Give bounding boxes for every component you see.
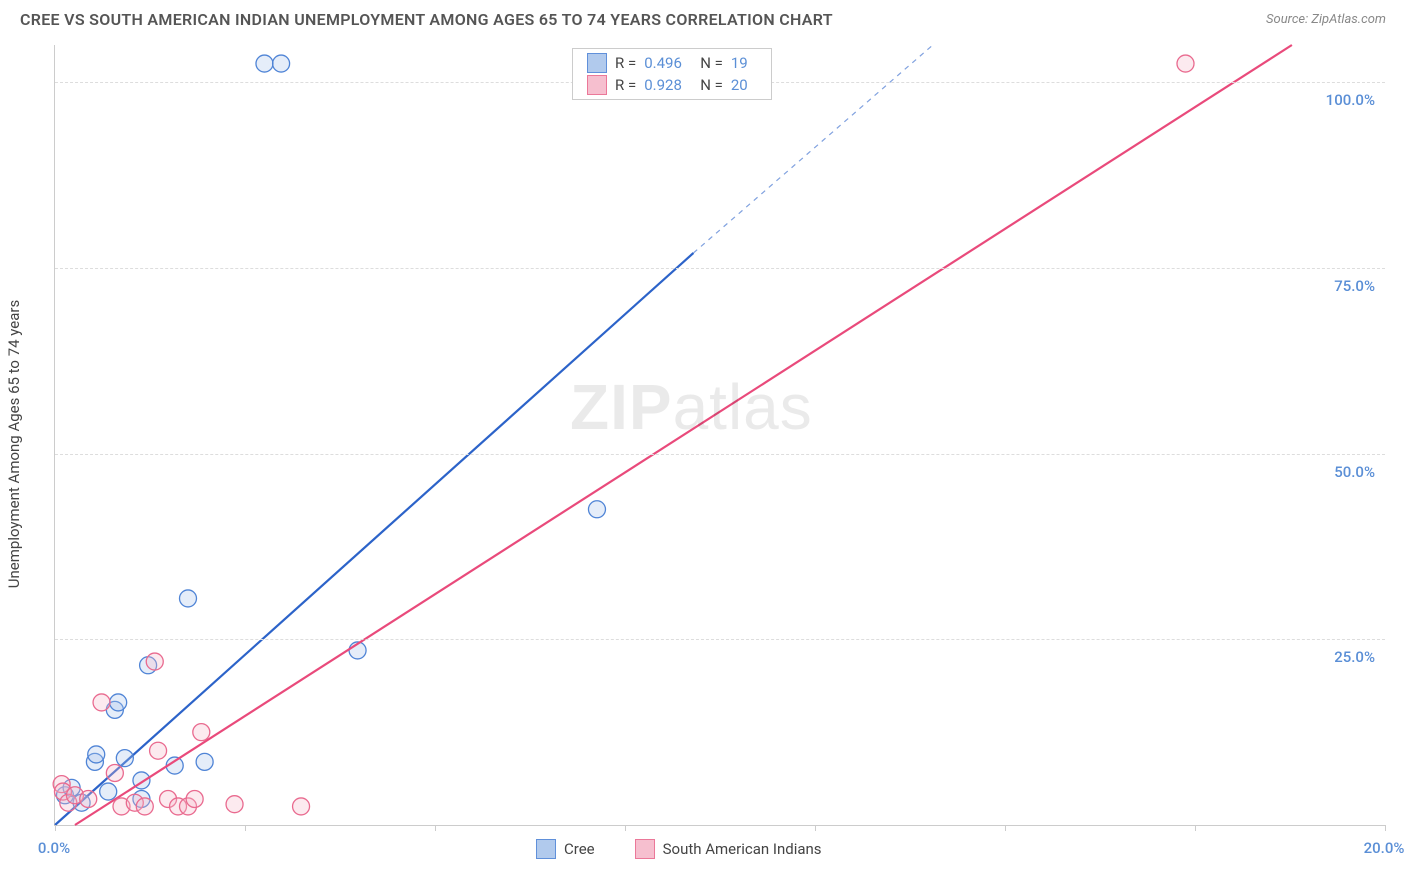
data-point — [93, 694, 110, 711]
y-tick-label: 100.0% — [1326, 91, 1375, 109]
x-tick — [1385, 825, 1386, 831]
legend-n-label: N = — [700, 76, 723, 94]
legend-swatch-icon — [536, 839, 556, 859]
data-point — [106, 765, 123, 782]
x-tick — [245, 825, 246, 831]
data-point — [146, 653, 163, 670]
legend-row: R = 0.928 N = 20 — [587, 74, 757, 96]
y-tick-label: 75.0% — [1334, 277, 1375, 295]
x-tick-label: 20.0% — [1364, 839, 1405, 857]
chart-title: CREE VS SOUTH AMERICAN INDIAN UNEMPLOYME… — [20, 10, 833, 29]
legend-series-item: South American Indians — [635, 839, 822, 859]
gridline — [55, 268, 1385, 269]
legend-series: Cree South American Indians — [536, 839, 822, 859]
data-point — [256, 55, 273, 72]
data-point — [1177, 55, 1194, 72]
x-tick — [55, 825, 56, 831]
data-point — [588, 501, 605, 518]
data-point — [226, 796, 243, 813]
x-tick-label: 0.0% — [38, 839, 70, 857]
data-point — [136, 798, 153, 815]
legend-n-value: 20 — [731, 76, 757, 94]
legend-series-label: South American Indians — [663, 840, 822, 858]
chart-svg — [55, 45, 1385, 825]
data-point — [80, 791, 97, 808]
legend-r-value: 0.496 — [644, 54, 692, 72]
legend-n-label: N = — [700, 54, 723, 72]
data-point — [196, 753, 213, 770]
x-tick — [1005, 825, 1006, 831]
x-tick — [815, 825, 816, 831]
legend-r-label: R = — [615, 76, 636, 94]
data-point — [293, 798, 310, 815]
legend-r-label: R = — [615, 54, 636, 72]
legend-correlation: R = 0.496 N = 19 R = 0.928 N = 20 — [572, 48, 772, 100]
data-point — [186, 791, 203, 808]
data-point — [116, 750, 133, 767]
data-point — [193, 724, 210, 741]
source-label: Source: ZipAtlas.com — [1266, 12, 1386, 27]
x-tick — [625, 825, 626, 831]
legend-series-label: Cree — [564, 840, 595, 858]
legend-series-item: Cree — [536, 839, 595, 859]
gridline — [55, 454, 1385, 455]
legend-swatch-icon — [635, 839, 655, 859]
x-tick — [435, 825, 436, 831]
y-tick-label: 25.0% — [1334, 648, 1375, 666]
data-point — [110, 694, 127, 711]
gridline — [55, 639, 1385, 640]
data-point — [150, 742, 167, 759]
legend-n-value: 19 — [731, 54, 757, 72]
y-axis-label: Unemployment Among Ages 65 to 74 years — [5, 300, 23, 588]
x-tick — [1195, 825, 1196, 831]
y-tick-label: 50.0% — [1334, 463, 1375, 481]
data-point — [180, 590, 197, 607]
data-point — [273, 55, 290, 72]
legend-row: R = 0.496 N = 19 — [587, 52, 757, 74]
legend-r-value: 0.928 — [644, 76, 692, 94]
legend-swatch-icon — [587, 53, 607, 73]
legend-swatch-icon — [587, 75, 607, 95]
data-point — [88, 746, 105, 763]
plot-area: 25.0% 50.0% 75.0% 100.0% — [54, 45, 1385, 826]
title-bar: CREE VS SOUTH AMERICAN INDIAN UNEMPLOYME… — [20, 10, 1386, 29]
data-point — [100, 783, 117, 800]
